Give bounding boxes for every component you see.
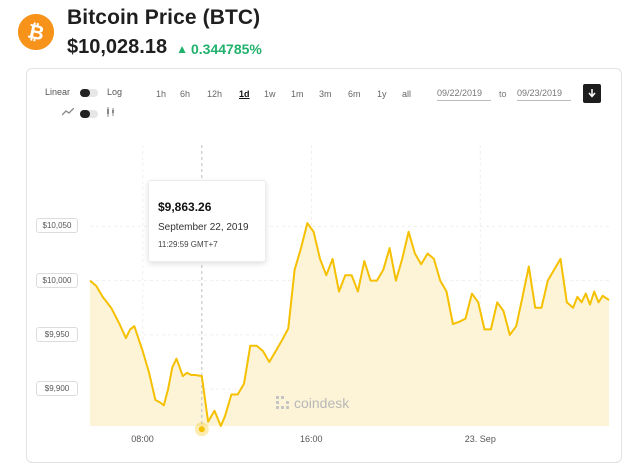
- range-1m[interactable]: 1m: [291, 89, 304, 99]
- candlestick-icon[interactable]: [106, 107, 116, 119]
- date-to-label: to: [499, 89, 507, 99]
- svg-text:₿: ₿: [26, 19, 47, 46]
- y-tick-label: $9,950: [36, 326, 78, 342]
- up-arrow-icon: ▲: [176, 42, 188, 56]
- y-tick-label: $10,000: [36, 272, 78, 288]
- scale-toggle[interactable]: [80, 89, 98, 97]
- range-6m[interactable]: 6m: [348, 89, 361, 99]
- download-icon: [588, 89, 596, 98]
- line-chart-icon[interactable]: [61, 107, 75, 118]
- tooltip-date: September 22, 2019: [158, 222, 249, 233]
- date-from-field[interactable]: 09/22/2019: [437, 86, 491, 101]
- y-tick-label: $9,900: [36, 381, 78, 397]
- date-to-field[interactable]: 09/23/2019: [517, 86, 571, 101]
- price-line: [89, 222, 610, 427]
- range-3m[interactable]: 3m: [319, 89, 332, 99]
- range-1w[interactable]: 1w: [264, 89, 276, 99]
- x-tick-label: 08:00: [131, 434, 154, 444]
- x-tick-label: 23. Sep: [464, 434, 496, 444]
- chart-area-fill: [90, 223, 609, 426]
- range-all[interactable]: all: [402, 89, 412, 99]
- coindesk-watermark: coindesk: [276, 395, 349, 411]
- page-title: Bitcoin Price (BTC): [67, 6, 261, 29]
- x-tick-label: 16:00: [300, 434, 323, 444]
- tooltip-time: 11:29:59 GMT+7: [158, 240, 218, 249]
- highlight-point: [198, 426, 205, 433]
- range-12h[interactable]: 12h: [207, 89, 223, 99]
- price-change: ▲ 0.344785%: [176, 41, 262, 57]
- coindesk-logo-icon: [276, 396, 289, 409]
- price-tooltip: $9,863.26 September 22, 2019 11:29:59 GM…: [148, 180, 266, 262]
- price-row: $10,028.18 ▲ 0.344785%: [67, 36, 262, 59]
- range-6h[interactable]: 6h: [180, 89, 191, 99]
- range-1h[interactable]: 1h: [156, 89, 167, 99]
- download-button[interactable]: [583, 84, 601, 103]
- tooltip-price: $9,863.26: [158, 200, 212, 214]
- scale-linear-label: Linear: [45, 87, 71, 97]
- scale-log-label: Log: [107, 87, 123, 97]
- bitcoin-icon: ₿: [18, 14, 54, 50]
- range-1y[interactable]: 1y: [377, 89, 387, 99]
- price-change-value: 0.344785%: [191, 41, 262, 57]
- range-1d[interactable]: 1d: [239, 89, 250, 99]
- chart-type-toggle[interactable]: [80, 110, 98, 118]
- current-price: $10,028.18: [67, 36, 168, 58]
- watermark-text: coindesk: [294, 395, 350, 411]
- y-tick-label: $10,050: [36, 218, 78, 234]
